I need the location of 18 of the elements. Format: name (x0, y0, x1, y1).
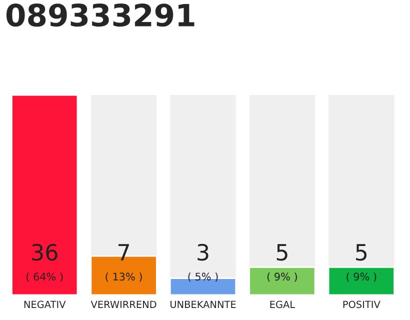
annotation: ( 9% ) (267, 272, 297, 282)
x-tick-label: EGAL (270, 300, 296, 308)
x-tick-label: UNBEKANNTE (170, 300, 236, 308)
annotation: ( 9% ) (346, 272, 376, 282)
data-label: 3 (198, 244, 208, 261)
bar (248, 266, 316, 295)
annotation: ( 64% ) (26, 272, 63, 282)
data-label: 5 (356, 244, 367, 261)
annotation: ( 5% ) (188, 272, 218, 282)
data-label: 7 (118, 244, 129, 260)
data-label: 36 (32, 244, 58, 261)
annotation: ( 13% ) (106, 272, 142, 282)
x-tick-label: POSITIV (343, 300, 380, 308)
data-label: 5 (276, 244, 288, 261)
chart-title: 089333291 (6, 4, 194, 27)
x-tick-label: VERWIRREND (90, 300, 156, 308)
x-tick-label: NEGATIV (24, 300, 66, 308)
bar (328, 266, 395, 295)
